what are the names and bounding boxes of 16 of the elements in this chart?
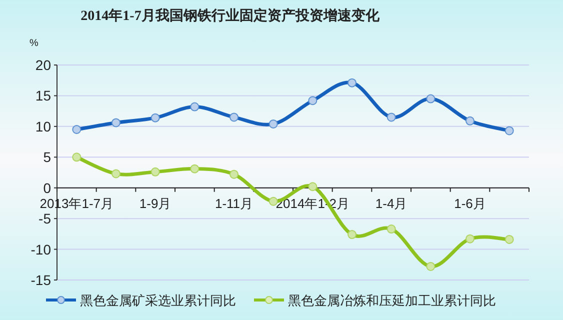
y-tick-label: 15: [35, 88, 52, 104]
y-tick-label: 0: [43, 180, 52, 196]
x-tick-label: 1-9月: [139, 196, 172, 211]
legend-label: 黑色金属矿采选业累计同比: [80, 293, 236, 308]
y-tick-label: -15: [30, 272, 52, 288]
y-tick-label: 20: [35, 57, 52, 73]
y-tick-label: -5: [38, 210, 52, 227]
x-tick-label: 1-11月: [214, 196, 254, 211]
chart-title: 2014年1-7月我国钢铁行业固定资产投资增速变化: [80, 7, 380, 24]
y-tick-label: -10: [30, 241, 52, 258]
x-tick-label: 1-4月: [375, 196, 408, 211]
y-axis-title: %: [30, 38, 39, 49]
y-tick-label: 10: [35, 118, 52, 134]
legend-label: 黑色金属冶炼和压延加工业累计同比: [288, 293, 496, 308]
y-tick-label: 5: [43, 149, 52, 166]
x-tick-label: 1-6月: [454, 196, 486, 211]
